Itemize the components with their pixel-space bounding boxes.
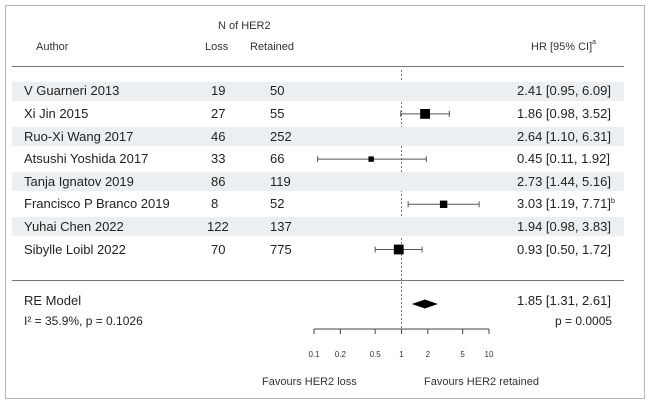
study-retained-count: 50 [270, 83, 285, 99]
row-stripe [12, 127, 624, 146]
study-retained-count: 55 [270, 105, 285, 121]
study-hr-label: 0.93 [0.50, 1.72] [517, 241, 611, 257]
summary-model-label: RE Model [24, 293, 82, 308]
study-hr-footnote: b [610, 198, 615, 206]
row-stripe [12, 217, 624, 237]
forest-plot-panel [5, 5, 645, 399]
favours-right-label: Favours HER2 retained [424, 376, 539, 388]
study-author: Xi Jin 2015 [24, 105, 89, 121]
study-author: Atsushi Yoshida 2017 [24, 151, 149, 167]
study-retained-count: 137 [270, 218, 292, 234]
header-hr: HR [95% CI]a [531, 39, 597, 53]
row-stripe [12, 81, 624, 101]
study-hr-label: 2.64 [1.10, 6.31] [517, 128, 611, 144]
study-retained-count: 252 [270, 128, 292, 144]
study-loss-count: 19 [211, 83, 226, 99]
header-author: Author [36, 41, 69, 53]
x-tick-label: 0.5 [370, 350, 382, 359]
study-hr-label: 0.45 [0.11, 1.92] [517, 151, 610, 167]
study-author: Yuhai Chen 2022 [24, 218, 124, 234]
header-hr-footnote: a [592, 39, 597, 46]
header-rule [12, 66, 624, 67]
x-tick-label: 10 [485, 350, 494, 359]
x-tick-label: 5 [460, 350, 465, 359]
study-author: Tanja Ignatov 2019 [24, 173, 134, 189]
header-group-title: N of HER2 [218, 20, 271, 32]
study-author: Sibylle Loibl 2022 [24, 241, 126, 257]
study-loss-count: 8 [211, 196, 219, 212]
header-loss: Loss [205, 41, 229, 53]
x-tick-label: 0.2 [335, 350, 347, 359]
study-retained-count: 52 [270, 196, 285, 212]
summary-heterogeneity: I² = 35.9%, p = 0.1026 [24, 314, 143, 328]
study-retained-count: 775 [270, 241, 292, 257]
row-stripe [12, 172, 624, 192]
study-hr-label: 1.94 [0.98, 3.83] [517, 218, 611, 234]
study-retained-count: 66 [270, 151, 285, 167]
summary-rule [12, 280, 624, 281]
study-loss-count: 86 [211, 173, 226, 189]
summary-p-value: p = 0.0005 [555, 314, 613, 328]
x-tick-label: 1 [399, 350, 404, 359]
study-loss-count: 46 [211, 128, 226, 144]
study-loss-count: 33 [211, 151, 226, 167]
study-hr-label: 1.86 [0.98, 3.52] [517, 105, 611, 121]
study-hr-label: 2.73 [1.44, 5.16] [517, 173, 611, 189]
study-point-estimate [368, 156, 374, 162]
study-author: V Guarneri 2013 [24, 83, 120, 99]
study-loss-count: 27 [211, 105, 226, 121]
study-point-estimate [439, 200, 448, 208]
study-loss-count: 122 [207, 218, 229, 234]
study-point-estimate [420, 109, 430, 119]
study-hr-label: 3.03 [1.19, 7.71]b [517, 196, 615, 212]
x-tick-label: 0.1 [308, 350, 320, 359]
study-hr-label: 2.41 [0.95, 6.09] [517, 83, 611, 99]
study-author: Ruo-Xi Wang 2017 [24, 128, 134, 144]
study-retained-count: 119 [270, 173, 291, 189]
favours-left-label: Favours HER2 loss [262, 376, 357, 388]
study-point-estimate [393, 244, 404, 255]
study-loss-count: 70 [211, 241, 226, 257]
summary-hr-label: 1.85 [1.31, 2.61] [517, 293, 611, 308]
header-retained: Retained [250, 41, 295, 53]
summary-diamond [411, 299, 438, 309]
x-tick-label: 2 [426, 350, 431, 359]
study-author: Francisco P Branco 2019 [24, 196, 170, 212]
